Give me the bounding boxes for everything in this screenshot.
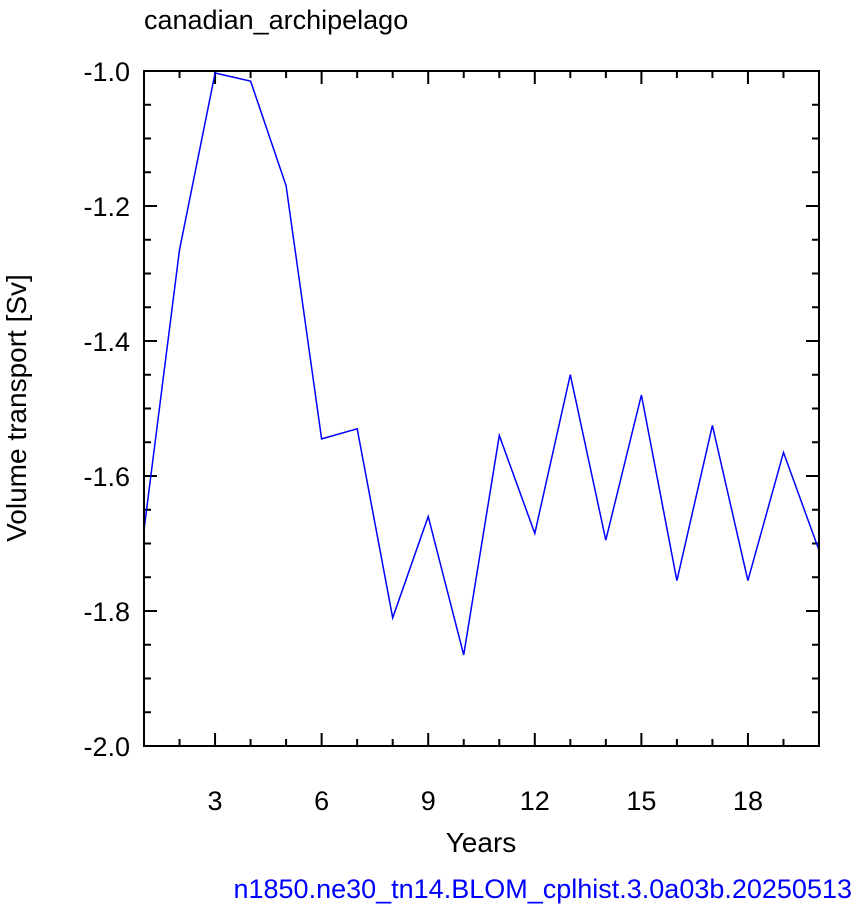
y-tick-label: -1.0 [83,57,130,87]
x-tick-label: 15 [626,786,656,816]
y-tick-label: -1.2 [83,192,130,222]
x-tick-label: 12 [520,786,550,816]
x-tick-label: 3 [208,786,223,816]
y-tick-label: -1.6 [83,462,130,492]
footer-run-id: n1850.ne30_tn14.BLOM_cplhist.3.0a03b.202… [233,874,852,904]
y-tick-label: -2.0 [83,732,130,762]
x-tick-label: 6 [314,786,329,816]
series-lines [143,72,820,656]
x-tick-label: 9 [421,786,436,816]
y-axis-label: Volume transport [Sv] [1,274,32,542]
x-axis-label: Years [446,827,517,858]
chart-title: canadian_archipelago [144,5,408,35]
tick-labels: 3 6 9 12 15 18 -1.0 -1.2 -1.4 -1.6 -1.8 -2.0 [83,57,763,816]
x-tick-label: 18 [733,786,763,816]
axis-ticks [143,70,820,747]
plot-frame [143,70,820,747]
series-line [143,72,820,656]
y-tick-label: -1.8 [83,597,130,627]
y-tick-label: -1.4 [83,327,130,357]
